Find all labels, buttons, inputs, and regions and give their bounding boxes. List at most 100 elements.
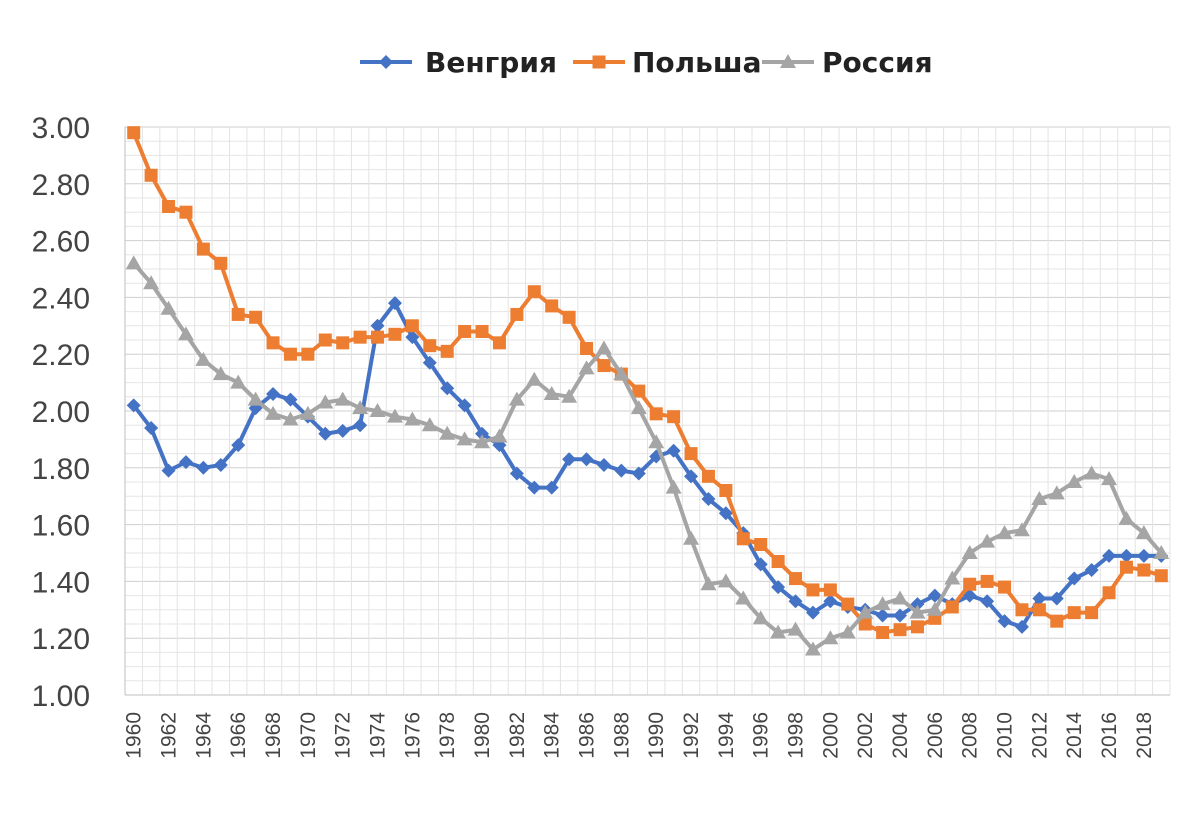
data-point [440, 344, 454, 358]
data-point [787, 621, 804, 636]
axes: 1.00 1.20 1.40 1.60 1.80 2.00 2.20 2.40 2.60 2.80… [32, 112, 1170, 759]
y-tick-label: 2.40 [32, 282, 90, 315]
data-point [771, 580, 786, 595]
data-point [439, 425, 456, 440]
data-point [1067, 571, 1082, 586]
data-point [944, 570, 961, 585]
data-point [789, 572, 803, 586]
data-point [1050, 614, 1064, 628]
data-point [1014, 619, 1029, 634]
data-point [249, 310, 263, 324]
data-point [649, 407, 663, 421]
data-point [144, 168, 158, 182]
data-point [561, 388, 578, 403]
data-point [178, 455, 193, 470]
data-point [858, 617, 872, 631]
data-point [371, 330, 385, 344]
data-point [648, 434, 665, 449]
data-point [805, 605, 820, 620]
x-tick-label: 1964 [192, 712, 215, 759]
data-point [578, 360, 595, 375]
data-point [1085, 606, 1099, 620]
data-point [440, 381, 455, 396]
y-tick-label: 1.80 [32, 453, 90, 486]
data-point [910, 620, 924, 634]
data-point [299, 405, 316, 420]
data-point [926, 601, 943, 616]
data-point [735, 590, 752, 605]
data-point [388, 327, 402, 341]
legend-label: Венгрия [425, 46, 557, 79]
y-tick-label: 2.60 [32, 226, 90, 259]
x-tick-label: 1960 [123, 712, 146, 759]
x-tick-label: 2018 [1133, 712, 1156, 759]
data-point [1119, 560, 1133, 574]
legend-label: Россия [822, 46, 933, 79]
data-point [1154, 569, 1168, 583]
data-point [160, 300, 177, 315]
data-point [301, 347, 315, 361]
data-point [597, 359, 611, 373]
data-point [788, 594, 803, 609]
data-point [839, 624, 856, 639]
data-point [544, 480, 559, 495]
x-tick-label: 1986 [576, 712, 599, 759]
data-point [961, 545, 978, 559]
data-point [719, 484, 733, 498]
data-point [876, 626, 890, 640]
x-tick-label: 1976 [401, 712, 424, 759]
data-point [963, 577, 977, 591]
x-tick-label: 2000 [819, 712, 842, 759]
legend-label: Польша [632, 46, 762, 79]
data-point [892, 590, 909, 605]
data-point [683, 530, 700, 545]
data-point [214, 256, 228, 270]
data-point [491, 428, 508, 443]
data-point [318, 426, 333, 441]
data-point [1102, 586, 1116, 600]
data-point [1067, 606, 1081, 620]
data-point [562, 310, 576, 324]
data-point [421, 417, 438, 432]
data-point [874, 596, 891, 611]
data-point [458, 324, 472, 338]
x-tick-label: 2014 [1063, 712, 1086, 759]
data-point [1049, 591, 1064, 606]
x-tick-label: 1996 [750, 712, 773, 759]
data-point [893, 623, 907, 637]
series-1 [127, 126, 1168, 640]
x-tick-label: 1978 [436, 712, 459, 759]
x-tick-label: 1992 [680, 712, 703, 759]
data-point [1083, 465, 1100, 480]
data-point [196, 242, 210, 256]
data-point [1032, 603, 1046, 617]
data-point [770, 624, 787, 639]
data-point [701, 492, 716, 507]
data-point [718, 506, 733, 521]
data-point [353, 418, 368, 433]
data-point [667, 410, 681, 424]
data-point [684, 469, 699, 484]
x-tick-label: 2002 [854, 712, 877, 759]
data-point [475, 426, 490, 441]
x-tick-label: 2004 [889, 712, 912, 759]
data-point [580, 342, 594, 356]
data-point [545, 299, 559, 313]
data-point [179, 205, 193, 219]
x-tick-label: 2008 [959, 712, 982, 759]
data-point [875, 608, 890, 623]
data-point [1015, 603, 1029, 617]
data-point [379, 55, 393, 69]
data-point [353, 330, 367, 344]
data-point [579, 452, 594, 467]
data-point [841, 597, 855, 611]
data-point [857, 604, 874, 619]
x-tick-label: 1968 [262, 712, 285, 759]
data-point [266, 386, 281, 401]
data-point [369, 403, 386, 417]
data-point [195, 351, 212, 366]
data-point [1136, 548, 1151, 563]
data-point [177, 326, 194, 341]
data-point [893, 608, 908, 623]
